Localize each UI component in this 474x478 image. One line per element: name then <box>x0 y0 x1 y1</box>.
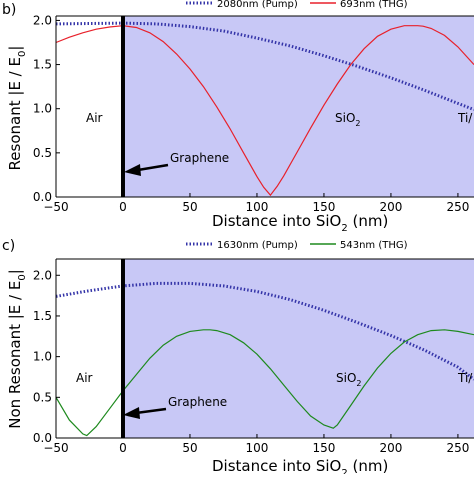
series-line-thg <box>55 25 474 197</box>
region-label-air: Air <box>86 111 103 125</box>
x-tick-label: 100 <box>246 441 269 455</box>
region-sio2 <box>122 259 474 438</box>
y-tick-label: 2.0 <box>33 13 52 27</box>
panel-b: b) 2080nm (Pump) 693nm (THG) Air SiO2 Ti… <box>2 0 474 234</box>
x-tick-label: −50 <box>43 200 68 214</box>
region-label-ti: Ti/ <box>457 371 473 385</box>
y-tick-label: 2.0 <box>33 268 52 282</box>
x-tick-label: 150 <box>312 200 335 214</box>
x-tick-label: 50 <box>182 441 197 455</box>
y-tick-label: 0.0 <box>33 190 52 204</box>
y-tick-label: 1.5 <box>33 309 52 323</box>
x-tick-label: 0 <box>119 441 127 455</box>
x-tick-label: 100 <box>246 200 269 214</box>
panel-c: c) 1630nm (Pump) 543nm (THG) Air SiO2 Ti… <box>2 238 474 478</box>
legend-label-thg: 693nm (THG) <box>340 0 408 10</box>
region-air <box>56 259 123 438</box>
region-label-sio2: SiO2 <box>335 111 361 128</box>
y-axis: 0.0 0.5 1.0 1.5 2.0 <box>33 13 60 204</box>
y-tick-label: 1.0 <box>33 350 52 364</box>
x-tick-label: 200 <box>379 200 402 214</box>
y-tick-label: 1.5 <box>33 58 52 72</box>
y-axis: 0.0 0.5 1.0 1.5 2.0 <box>33 268 60 445</box>
region-label-air: Air <box>76 371 93 385</box>
y-tick-label: 1.0 <box>33 102 52 116</box>
region-air <box>56 16 123 197</box>
panel-label: b) <box>2 2 16 18</box>
x-tick-label: 50 <box>182 200 197 214</box>
legend-label-thg: 543nm (THG) <box>340 240 408 251</box>
y-axis-label: Resonant |E / E0| <box>6 46 28 171</box>
region-label-sio2: SiO2 <box>336 371 362 388</box>
y-tick-label: 0.5 <box>33 390 52 404</box>
x-axis: −50 0 50 100 150 200 250 <box>43 193 469 214</box>
legend-label-pump: 2080nm (Pump) <box>217 0 298 10</box>
x-tick-label: 0 <box>119 200 127 214</box>
annotation-graphene: Graphene <box>168 395 227 409</box>
legend: 1630nm (Pump) 543nm (THG) <box>186 240 408 251</box>
y-tick-label: 0.5 <box>33 146 52 160</box>
x-tick-label: 200 <box>379 441 402 455</box>
plot-area <box>55 15 474 198</box>
region-sio2 <box>122 16 474 197</box>
x-axis-label: Distance into SiO2 (nm) <box>212 457 388 474</box>
x-tick-label: −50 <box>43 441 68 455</box>
y-tick-label: 0.0 <box>33 431 52 445</box>
panel-label: c) <box>2 238 15 254</box>
x-axis: −50 0 50 100 150 200 250 <box>43 434 469 455</box>
series-line-thg <box>55 329 474 437</box>
graphene-arrow <box>123 407 167 419</box>
legend-label-pump: 1630nm (Pump) <box>217 240 298 251</box>
region-label-ti: Ti/ <box>457 111 473 125</box>
legend: 2080nm (Pump) 693nm (THG) <box>186 0 408 10</box>
plot-area <box>55 258 474 439</box>
x-tick-label: 250 <box>446 441 469 455</box>
x-axis-label: Distance into SiO2 (nm) <box>212 212 388 234</box>
x-tick-label: 150 <box>312 441 335 455</box>
series-line-pump <box>55 21 474 111</box>
graphene-arrow <box>124 163 169 176</box>
annotation-graphene: Graphene <box>170 151 229 165</box>
y-axis-label: Non Resonant |E / E0| <box>6 269 28 429</box>
x-tick-label: 250 <box>446 200 469 214</box>
